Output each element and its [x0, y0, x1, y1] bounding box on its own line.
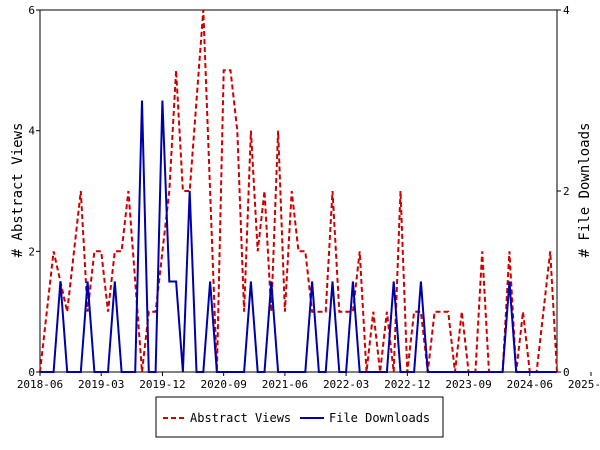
legend-label-file-downloads: File Downloads [329, 411, 430, 425]
series-line-file-downloads [40, 100, 557, 373]
x-tick-label-7: 2023-09 [445, 378, 491, 391]
y-tick-label-left-3: 6 [28, 4, 35, 17]
x-tick-label-2: 2019-12 [139, 378, 185, 391]
y-axis-title-left: # Abstract Views [10, 123, 26, 258]
legend: Abstract Views File Downloads [155, 396, 444, 438]
legend-box [155, 396, 444, 438]
series-line-abstract-views [39, 9, 558, 373]
x-tick-label-8: 2024-06 [507, 378, 553, 391]
x-tick-label-0: 2018-06 [17, 378, 63, 391]
y-tick-label-right-0: 0 [563, 366, 570, 379]
x-tick-label-1: 2019-03 [78, 378, 124, 391]
y-tick-label-right-1: 2 [563, 185, 570, 198]
x-tick-label-4: 2021-06 [262, 378, 308, 391]
x-tick-label-9: 2025-03 [568, 378, 600, 391]
y-tick-label-right-2: 4 [563, 4, 570, 17]
x-tick-label-5: 2022-03 [323, 378, 369, 391]
series-layer [39, 9, 558, 373]
y-tick-label-left-2: 4 [28, 125, 35, 138]
plot-area [39, 9, 558, 373]
x-tick-label-6: 2022-12 [384, 378, 430, 391]
legend-label-abstract-views: Abstract Views [190, 411, 291, 425]
axis-layer: 0 2 4 6 0 2 4 2018-06 2019-03 2019-12 2020-09 2021-… [17, 4, 600, 391]
y-axis-title-right: # File Downloads [577, 123, 593, 258]
y-tick-label-left-1: 2 [28, 245, 35, 258]
x-tick-label-3: 2020-09 [200, 378, 246, 391]
y-tick-label-left-0: 0 [28, 366, 35, 379]
